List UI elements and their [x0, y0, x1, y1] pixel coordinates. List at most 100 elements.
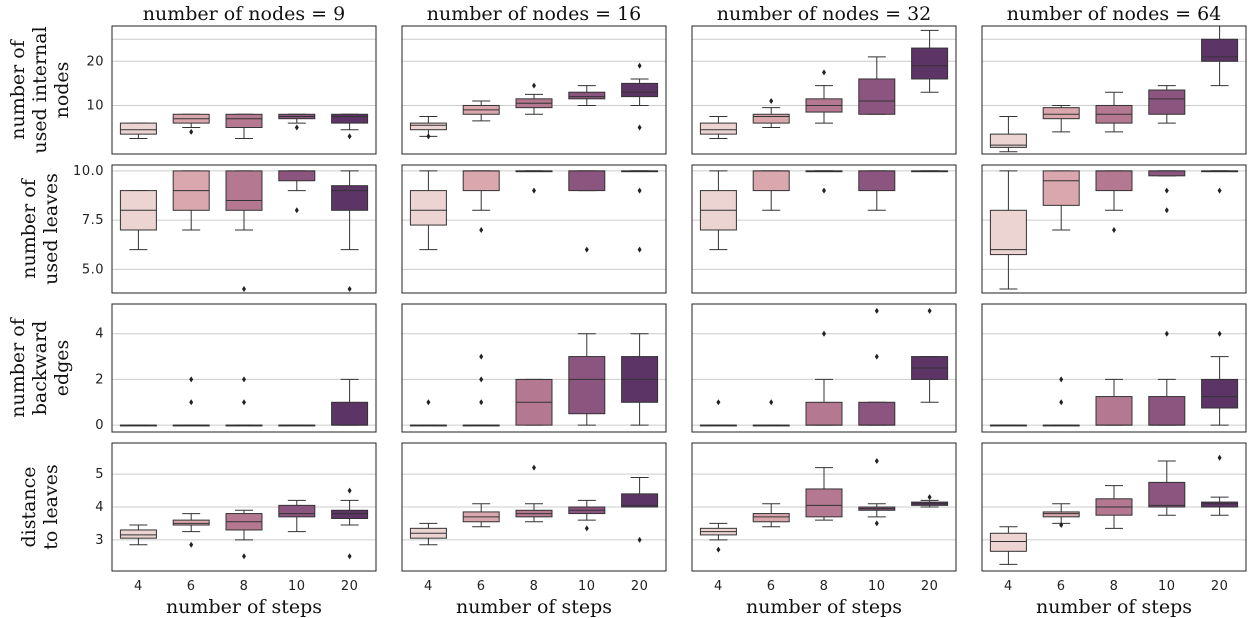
panel [982, 330, 1246, 427]
box [621, 493, 659, 508]
panel [112, 170, 376, 293]
outlier-point [532, 82, 536, 89]
outlier-point [1217, 454, 1222, 461]
box [858, 78, 896, 115]
box [805, 401, 843, 426]
box [805, 488, 843, 518]
box [568, 91, 606, 100]
outlier-point [242, 376, 246, 383]
box [989, 532, 1027, 552]
panel [402, 38, 666, 140]
x-tick-label: 10 [1158, 579, 1176, 594]
x-tick-label: 8 [240, 579, 249, 594]
x-tick-label: 20 [921, 579, 939, 594]
outlier-point [189, 376, 194, 383]
box [331, 113, 369, 124]
panel-frame [401, 25, 667, 155]
outlier-point [637, 62, 642, 69]
panel [112, 38, 376, 140]
panel [402, 464, 666, 546]
outlier-point [1217, 330, 1222, 337]
y-tick-label: 2 [95, 372, 104, 387]
box [1042, 511, 1080, 518]
x-tick-label: 4 [1004, 579, 1013, 594]
box [1201, 501, 1239, 508]
box [331, 185, 369, 211]
box [462, 170, 500, 192]
panel [692, 29, 956, 140]
panel-frame [691, 442, 957, 572]
x-tick-label: 6 [1057, 579, 1066, 594]
outlier-point [769, 399, 774, 406]
row-label: backward [29, 321, 51, 415]
outlier-point [347, 133, 352, 140]
outlier-point [479, 376, 484, 383]
box [331, 509, 369, 519]
y-tick-label: 4 [95, 500, 104, 515]
box [752, 113, 790, 124]
outlier-point [189, 128, 194, 135]
outlier-point [927, 307, 932, 314]
x-tick-label: 6 [767, 579, 776, 594]
x-tick-label: 10 [288, 579, 306, 594]
box [172, 519, 210, 526]
row-label: used internal [29, 26, 51, 153]
x-tick-label: 6 [477, 579, 486, 594]
box [699, 122, 737, 135]
box [278, 504, 316, 518]
x-axis-label: number of steps [456, 596, 612, 618]
outlier-point [637, 187, 642, 194]
outlier-point [426, 133, 431, 140]
box [568, 170, 606, 192]
x-axis-label: number of steps [166, 596, 322, 618]
outlier-point [1164, 207, 1169, 214]
y-tick-label: 5.0 [82, 262, 104, 277]
y-tick-label: 4 [95, 327, 104, 342]
outlier-point [532, 464, 536, 471]
panel [112, 333, 376, 427]
outlier-point [822, 69, 826, 76]
panel [692, 458, 956, 553]
x-tick-label: 20 [631, 579, 649, 594]
panel [402, 170, 666, 270]
outlier-point [1059, 522, 1064, 529]
panel-frame [111, 303, 377, 433]
panel [982, 26, 1246, 153]
row-label: nodes [51, 62, 73, 119]
y-tick-label: 20 [86, 54, 104, 69]
box [1148, 481, 1186, 508]
outlier-point [242, 286, 246, 293]
box [278, 170, 316, 182]
outlier-point [927, 494, 932, 501]
panel [982, 454, 1246, 565]
panel-frame [691, 25, 957, 155]
box [621, 82, 659, 98]
outlier-point [769, 98, 774, 105]
x-tick-label: 6 [187, 579, 196, 594]
panel-frame [981, 303, 1247, 433]
outlier-point [479, 399, 484, 406]
y-tick-label: 0 [95, 418, 104, 433]
column-title: number of nodes = 9 [143, 3, 345, 25]
panel [402, 333, 666, 427]
row-label: number of [18, 177, 40, 278]
outlier-point [1164, 187, 1169, 194]
box [119, 122, 157, 135]
box [1148, 396, 1186, 426]
outlier-point [874, 458, 879, 465]
box [1201, 378, 1239, 409]
box [752, 513, 790, 523]
x-tick-label: 8 [1110, 579, 1119, 594]
row-label: number of [7, 38, 29, 139]
row-label: edges [51, 340, 73, 397]
row-label: number of [7, 316, 29, 417]
panel-frame [401, 442, 667, 572]
y-tick-label: 10 [86, 98, 104, 113]
box [119, 529, 157, 539]
column-title: number of nodes = 16 [427, 3, 642, 25]
outlier-point [1217, 187, 1222, 194]
outlier-point [1164, 330, 1169, 337]
x-axis-label: number of steps [1036, 596, 1192, 618]
outlier-point [637, 536, 642, 543]
outlier-point [874, 520, 879, 527]
